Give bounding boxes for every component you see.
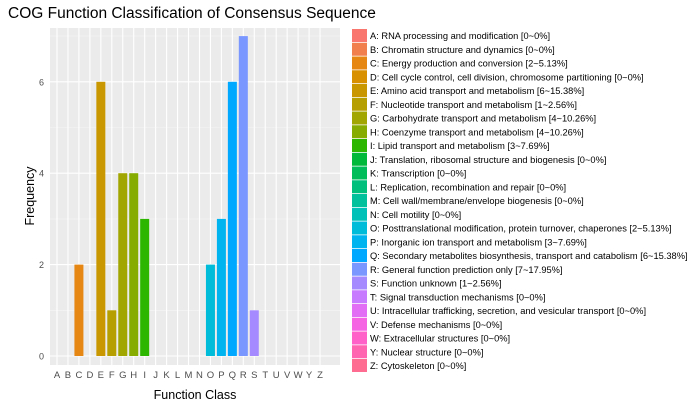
legend-label-F: F: Nucleotide transport and metabolism [… <box>370 100 577 110</box>
x-tick-label: A <box>54 370 61 381</box>
x-tick-label: S <box>251 370 257 381</box>
legend-label-I: I: Lipid transport and metabolism [3~7.6… <box>370 141 550 151</box>
x-tick-label: N <box>196 370 203 381</box>
bar-I <box>140 218 150 356</box>
x-tick-label: R <box>240 370 247 381</box>
x-tick-label: C <box>75 370 82 381</box>
bar-E <box>96 81 106 357</box>
legend-label-H: H: Coenzyme transport and metabolism [4~… <box>370 127 584 137</box>
x-axis-label: Function Class <box>154 388 237 402</box>
legend-key-A <box>352 29 367 42</box>
legend-key-B <box>352 42 367 56</box>
y-tick-label: 0 <box>39 352 44 362</box>
legend-key-Q <box>352 249 367 262</box>
legend-label-T: T: Signal transduction mechanisms [0~0%] <box>370 292 545 302</box>
legend-key-O <box>352 221 367 235</box>
x-tick-label: U <box>273 370 280 381</box>
legend-key-K <box>352 166 367 180</box>
legend-key-R <box>352 262 367 276</box>
bar-G <box>118 173 128 356</box>
legend-label-R: R: General function prediction only [7~1… <box>370 265 563 275</box>
x-tick-label: I <box>143 370 146 381</box>
x-tick-label: P <box>218 370 224 381</box>
legend-label-L: L: Replication, recombination and repair… <box>370 182 566 192</box>
bar-P <box>216 218 226 356</box>
legend-key-F <box>352 97 367 111</box>
x-tick-label: K <box>163 370 170 381</box>
x-tick-label: O <box>207 370 214 381</box>
plot-panel <box>50 28 340 365</box>
x-tick-label: J <box>153 370 158 381</box>
legend-key-N <box>352 207 367 221</box>
x-tick-label: E <box>98 370 104 381</box>
x-tick-label: Q <box>229 370 236 381</box>
legend-key-V <box>352 317 367 331</box>
x-tick-label: G <box>119 370 126 381</box>
y-tick-label: 4 <box>39 169 44 179</box>
legend-label-C: C: Energy production and conversion [2~5… <box>370 59 568 69</box>
y-axis-label: Frequency <box>23 166 37 226</box>
y-tick-label: 2 <box>39 260 44 270</box>
legend-label-Z: Z: Cytoskeleton [0~0%] <box>370 361 466 371</box>
legend-label-N: N: Cell motility [0~0%] <box>370 210 461 220</box>
legend-label-O: O: Posttranslational modification, prote… <box>370 224 672 234</box>
legend-key-G <box>352 111 367 125</box>
bar-Q <box>227 81 237 357</box>
legend-label-J: J: Translation, ribosomal structure and … <box>370 155 606 165</box>
legend-label-K: K: Transcription [0~0%] <box>370 169 466 179</box>
legend-label-G: G: Carbohydrate transport and metabolism… <box>370 114 596 124</box>
x-tick-label: Z <box>317 370 323 381</box>
legend-key-Z <box>352 359 367 372</box>
bar-F <box>107 310 117 356</box>
legend-key-P <box>352 235 367 249</box>
legend-key-L <box>352 180 367 194</box>
legend-label-A: A: RNA processing and modification [0~0%… <box>370 31 550 41</box>
chart-title: COG Function Classification of Consensus… <box>8 5 376 22</box>
legend-key-M <box>352 194 367 207</box>
legend-label-Y: Y: Nuclear structure [0~0%] <box>370 347 483 357</box>
legend-key-I <box>352 139 367 152</box>
x-tick-label: M <box>185 370 193 381</box>
bar-C <box>74 264 84 356</box>
legend-label-M: M: Cell wall/membrane/envelope biogenesi… <box>370 196 584 206</box>
legend-label-Q: Q: Secondary metabolites biosynthesis, t… <box>370 251 688 261</box>
legend-key-C <box>352 56 367 70</box>
x-tick-label: F <box>109 370 115 381</box>
legend-label-P: P: Inorganic ion transport and metabolis… <box>370 237 587 247</box>
x-tick-label: B <box>65 370 71 381</box>
x-tick-label: T <box>262 370 268 381</box>
x-tick-label: L <box>175 370 180 381</box>
legend-key-H <box>352 125 367 139</box>
legend-key-D <box>352 70 367 84</box>
bar-R <box>238 36 248 356</box>
x-tick-label: H <box>130 370 137 381</box>
bar-S <box>249 310 259 356</box>
x-tick-label: Y <box>306 370 313 381</box>
legend-key-Y <box>352 345 367 359</box>
legend-label-D: D: Cell cycle control, cell division, ch… <box>370 72 644 82</box>
legend-key-S <box>352 276 367 290</box>
legend-label-S: S: Function unknown [1~2.56%] <box>370 279 502 289</box>
x-tick-label: V <box>284 370 291 381</box>
y-tick-label: 6 <box>39 77 44 87</box>
legend-key-E <box>352 84 367 97</box>
bar-H <box>129 173 139 356</box>
legend-label-W: W: Extracellular structures [0~0%] <box>370 334 510 344</box>
legend-label-V: V: Defense mechanisms [0~0%] <box>370 320 502 330</box>
legend-label-E: E: Amino acid transport and metabolism [… <box>370 86 584 96</box>
legend-key-J <box>352 152 367 166</box>
legend-label-U: U: Intracellular trafficking, secretion,… <box>370 306 646 316</box>
x-tick-label: W <box>294 370 303 381</box>
bar-O <box>205 264 215 356</box>
x-tick-label: D <box>86 370 93 381</box>
legend-key-W <box>352 331 367 345</box>
legend-label-B: B: Chromatin structure and dynamics [0~0… <box>370 45 555 55</box>
legend-key-U <box>352 304 367 317</box>
legend-key-T <box>352 290 367 304</box>
